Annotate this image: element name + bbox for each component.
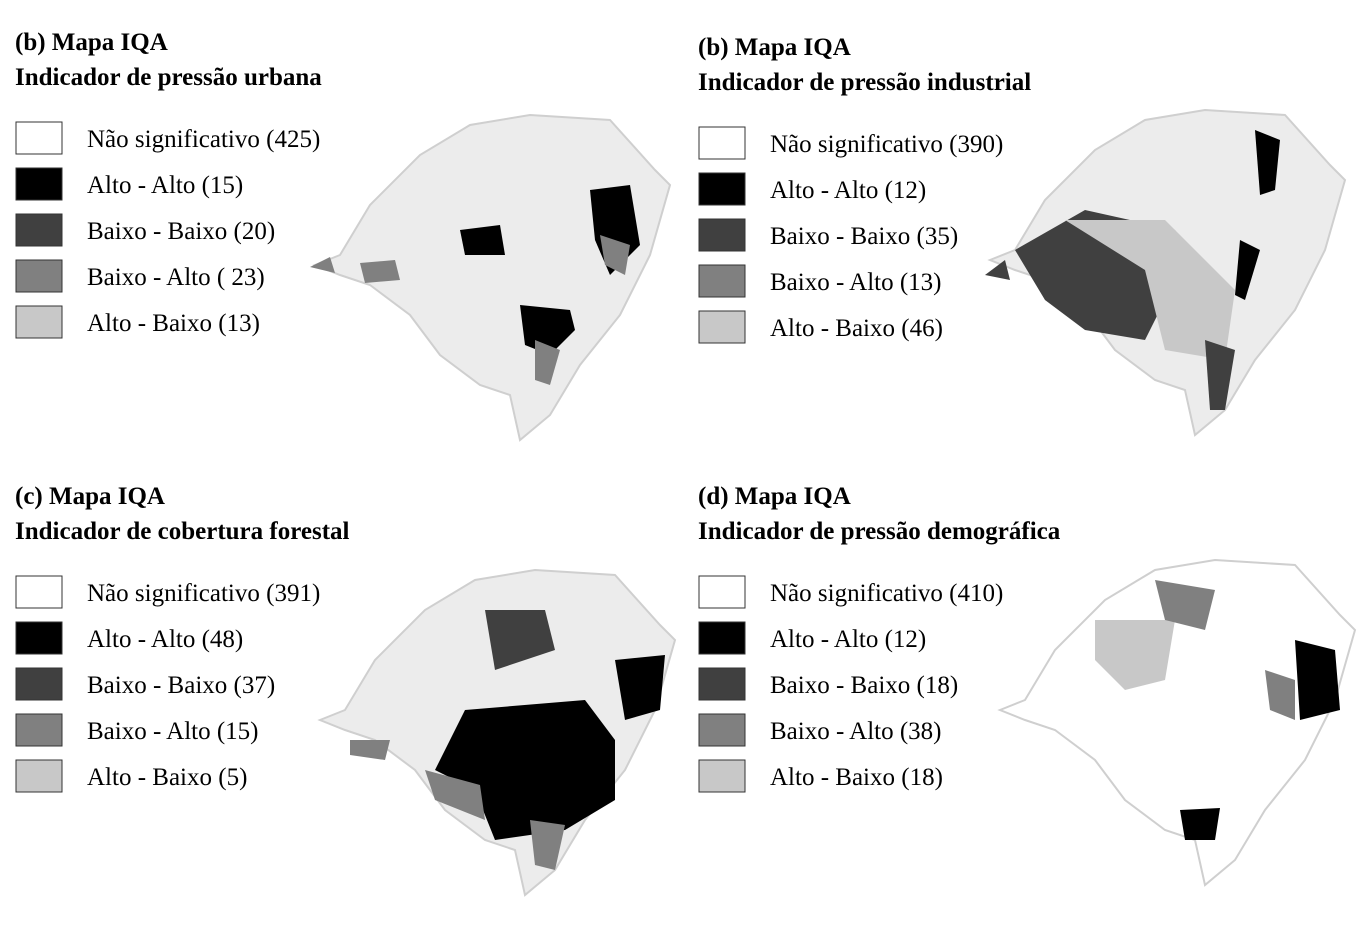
legend-label: Baixo - Alto (15) [87,718,259,745]
legend-swatch [15,121,63,155]
legend-label: Não significativo (410) [770,580,1003,607]
legend-swatch [698,667,746,701]
legend-swatch [698,264,746,298]
legend-swatch [698,621,746,655]
legend-label: Alto - Baixo (5) [87,764,247,791]
legend-swatch [15,259,63,293]
legend-label: Alto - Baixo (46) [770,315,943,342]
panel-title: (d) Mapa IQA [698,483,851,510]
legend-swatch [15,713,63,747]
legend-swatch [698,713,746,747]
map-demographic [999,559,1356,886]
panel-subtitle: Indicador de pressão industrial [698,69,1031,96]
legend-label: Baixo - Baixo (35) [770,223,958,250]
panel-title: (c) Mapa IQA [15,483,165,510]
legend-swatch [15,759,63,793]
legend-swatch [15,213,63,247]
legend-swatch [698,126,746,160]
legend-label: Alto - Alto (15) [87,172,243,199]
panel-subtitle: Indicador de pressão demográfica [698,518,1061,545]
legend-swatch [698,575,746,609]
legend-label: Alto - Alto (12) [770,626,926,653]
panel-title: (b) Mapa IQA [698,34,851,61]
legend-swatch [698,310,746,344]
panel-subtitle: Indicador de cobertura forestal [15,518,350,545]
legend-swatch [698,759,746,793]
legend-swatch [15,167,63,201]
legend-label: Não significativo (390) [770,131,1003,158]
legend-label: Alto - Baixo (18) [770,764,943,791]
legend-label: Baixo - Alto ( 23) [87,264,265,291]
legend-label: Não significativo (425) [87,126,320,153]
legend-label: Alto - Alto (48) [87,626,243,653]
legend-swatch [698,172,746,206]
legend-label: Baixo - Baixo (18) [770,672,958,699]
legend-label: Não significativo (391) [87,580,320,607]
legend-swatch [15,667,63,701]
map-forest [319,569,676,896]
legend-label: Baixo - Baixo (37) [87,672,275,699]
legend-label: Alto - Baixo (13) [87,310,260,337]
map-industrial [985,109,1346,436]
legend-swatch [15,621,63,655]
legend-label: Baixo - Alto (38) [770,718,942,745]
map-urban [310,114,671,441]
legend-swatch [698,218,746,252]
legend-swatch [15,575,63,609]
panel-subtitle: Indicador de pressão urbana [15,64,322,91]
legend-label: Baixo - Baixo (20) [87,218,275,245]
panel-title: (b) Mapa IQA [15,29,168,56]
legend-label: Baixo - Alto (13) [770,269,942,296]
legend-swatch [15,305,63,339]
legend-label: Alto - Alto (12) [770,177,926,204]
